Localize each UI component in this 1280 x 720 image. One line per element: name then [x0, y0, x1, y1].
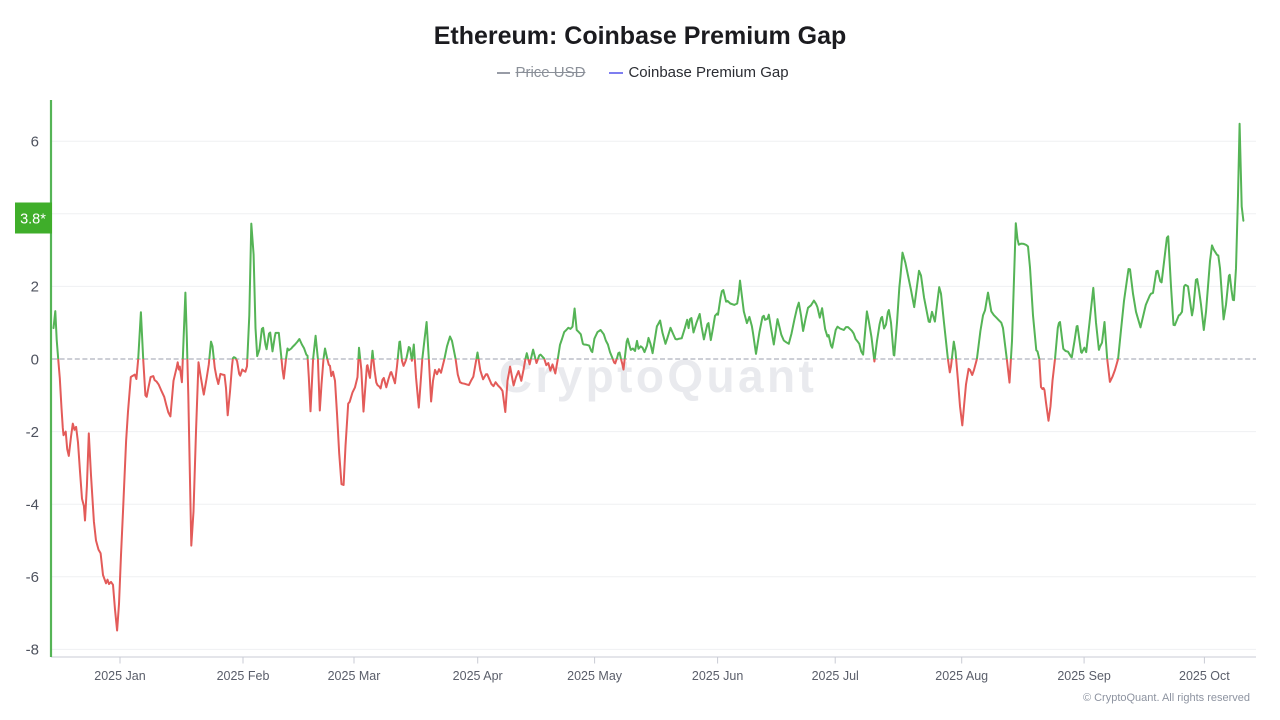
svg-text:0: 0 — [31, 351, 39, 368]
svg-text:2025 May: 2025 May — [567, 669, 623, 683]
svg-text:2025 Oct: 2025 Oct — [1179, 669, 1230, 683]
svg-text:2025 Feb: 2025 Feb — [217, 669, 270, 683]
svg-text:2025 Jun: 2025 Jun — [692, 669, 743, 683]
svg-text:-8: -8 — [26, 642, 39, 659]
svg-text:2025 Aug: 2025 Aug — [935, 669, 988, 683]
svg-text:-2: -2 — [26, 424, 39, 441]
svg-text:2025 Sep: 2025 Sep — [1057, 669, 1111, 683]
svg-text:2025 Mar: 2025 Mar — [328, 669, 381, 683]
svg-text:© CryptoQuant. All rights rese: © CryptoQuant. All rights reserved — [1083, 692, 1250, 704]
svg-text:-6: -6 — [26, 569, 39, 586]
svg-text:2: 2 — [31, 279, 39, 296]
svg-text:CryptoQuant: CryptoQuant — [499, 350, 818, 402]
svg-text:6: 6 — [31, 134, 39, 151]
svg-text:2025 Jul: 2025 Jul — [812, 669, 859, 683]
svg-text:2025 Apr: 2025 Apr — [453, 669, 503, 683]
svg-text:3.8*: 3.8* — [20, 212, 46, 228]
svg-text:-4: -4 — [26, 497, 39, 514]
svg-text:2025 Jan: 2025 Jan — [94, 669, 145, 683]
